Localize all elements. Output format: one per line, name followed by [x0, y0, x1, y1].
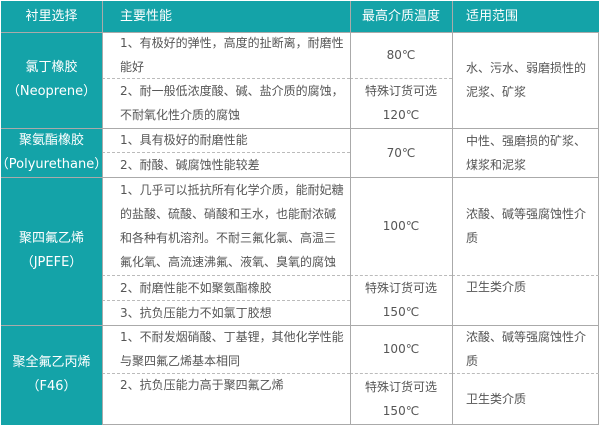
max-temp-cell: 100℃ [350, 177, 452, 275]
dashed-divider [102, 300, 350, 301]
dashed-divider [102, 78, 350, 79]
cell-text: 聚氨酯橡胶 [18, 132, 84, 148]
cell-text: 中性、强磨损的矿浆、 [466, 133, 587, 148]
cell-text: 卫生类介质 [466, 392, 527, 406]
cell-text: 聚全氟乙丙烯 [12, 355, 91, 370]
cell-text: 2、耐一般低浓度酸、碱、盐介质的腐蚀， [120, 84, 344, 98]
cell-text: 特殊订货可选 [364, 281, 437, 295]
cell-text: 1、不耐发烟硝酸、丁基锂，其他化学性能 [120, 330, 344, 344]
cell-text: 泥浆、矿浆 [466, 85, 527, 99]
cell-text: 氟化氧、高流速沸氟、液氧、臭氧的腐蚀 [120, 255, 337, 269]
property-cell: 2、抗负压能力高于聚四氟乙烯 [102, 373, 350, 425]
dashed-divider [350, 373, 452, 374]
dashed-divider [452, 373, 599, 374]
dashed-divider [350, 78, 452, 79]
cell-text: 与聚四氟乙烯基本相同 [120, 354, 241, 368]
cell-text: （Polyurethane） [0, 156, 108, 172]
cell-text: 氯丁橡胶 [25, 60, 78, 75]
max-temp-cell: 100℃ [350, 325, 452, 373]
dashed-divider [102, 152, 350, 153]
cell-text: 150℃ [382, 404, 420, 418]
scope-cell: 水、污水、弱磨损性的 泥浆、矿浆 [452, 32, 599, 128]
header-max-temp: 最高介质温度 [350, 1, 452, 32]
divider [350, 1, 351, 425]
cell-text: 100℃ [382, 342, 420, 356]
cell-text: 1、几乎可以抵抗所有化学介质，能耐妃糖 [120, 183, 344, 197]
divider [1, 177, 599, 178]
divider [1, 325, 599, 326]
header-scope: 适用范围 [452, 1, 599, 32]
divider [1, 32, 599, 33]
cell-text: 浓酸、碱等强腐蚀性介 [466, 330, 587, 344]
cell-text: （JPEFE） [20, 255, 83, 270]
cell-text: 2、耐酸、碱腐蚀性能较差 [120, 157, 260, 172]
scope-cell: 浓酸、碱等强腐蚀性介质 [452, 325, 599, 373]
cell-text: （Neoprene） [6, 84, 97, 99]
lining-name: 聚全氟乙丙烯 （F46） [1, 325, 102, 425]
cell-text: 150℃ [382, 305, 420, 319]
max-temp-cell: 特殊订货可选 120℃ [350, 78, 452, 128]
property-cell: 2、耐磨性能不如聚氨酯橡胶 [102, 275, 350, 300]
property-cell: 1、几乎可以抵抗所有化学介质，能耐妃糖 的盐酸、硫酸、硝酸和王水，也能耐浓碱 和各种… [102, 177, 350, 275]
property-cell: 1、有极好的弹性，高度的扯断离，耐磨性 能好 [102, 32, 350, 78]
max-temp-cell: 70℃ [350, 128, 452, 177]
cell-text: 的盐酸、硫酸、硝酸和王水，也能耐浓碱 [120, 207, 337, 221]
divider [102, 1, 103, 425]
lining-name: 聚氨酯橡胶 （Polyurethane） [0, 128, 107, 177]
cell-text: 质 [466, 354, 479, 368]
cell-text: 2、抗负压能力高于聚四氟乙烯 [120, 378, 284, 392]
property-cell: 3、抗负压能力不如氯丁胶想 [102, 300, 350, 325]
lining-name: 聚四氟乙烯 （JPEFE） [1, 177, 102, 325]
scope-cell: 卫生类介质 [452, 373, 599, 425]
dashed-divider [452, 275, 599, 276]
property-cell: 2、耐酸、碱腐蚀性能较差 [102, 152, 350, 177]
property-cell: 2、耐一般低浓度酸、碱、盐介质的腐蚀， 不耐氧化性介质的腐蚀 [102, 78, 350, 128]
dashed-divider [102, 373, 350, 374]
cell-text: 煤浆和泥浆 [466, 157, 527, 172]
header-properties: 主要性能 [102, 1, 350, 32]
cell-text: 不耐氧化性介质的腐蚀 [120, 108, 241, 122]
dashed-divider [350, 275, 452, 276]
cell-text: 80℃ [386, 48, 416, 62]
divider [452, 1, 453, 425]
cell-text: 聚四氟乙烯 [18, 231, 84, 246]
cell-text: 特殊订货可选 [364, 84, 437, 98]
cell-text: 卫生类介质 [466, 280, 527, 294]
divider [1, 128, 599, 129]
header-lining: 衬里选择 [1, 1, 102, 32]
dashed-divider [102, 275, 350, 276]
scope-cell: 卫生类介质 [452, 275, 599, 325]
cell-text: 水、污水、弱磨损性的 [466, 61, 587, 75]
scope-cell: 浓酸、碱等强腐蚀性介质 [452, 177, 599, 275]
lining-name: 氯丁橡胶 （Neoprene） [1, 32, 102, 128]
cell-text: 能好 [120, 60, 145, 74]
max-temp-cell: 特殊订货可选 150℃ [350, 275, 452, 325]
property-cell: 1、不耐发烟硝酸、丁基锂，其他化学性能 与聚四氟乙烯基本相同 [102, 325, 350, 373]
cell-text: 70℃ [386, 145, 416, 160]
cell-text: 2、耐磨性能不如聚氨酯橡胶 [120, 280, 272, 295]
cell-text: 质 [466, 231, 479, 245]
cell-text: 1、有极好的弹性，高度的扯断离，耐磨性 [120, 36, 344, 50]
cell-text: 3、抗负压能力不如氯丁胶想 [120, 305, 272, 320]
max-temp-cell: 特殊订货可选 150℃ [350, 373, 452, 425]
cell-text: （F46） [26, 379, 77, 394]
scope-cell: 中性、强磨损的矿浆、 煤浆和泥浆 [452, 128, 599, 177]
cell-text: 特殊订货可选 [364, 380, 437, 394]
cell-text: 和各种有机溶剂。不耐三氟化氯、高温三 [120, 231, 337, 245]
property-cell: 1、具有极好的耐磨性能 [102, 128, 350, 152]
cell-text: 120℃ [382, 108, 420, 122]
cell-text: 1、具有极好的耐磨性能 [120, 133, 248, 147]
max-temp-cell: 80℃ [350, 32, 452, 78]
cell-text: 100℃ [382, 219, 420, 233]
cell-text: 浓酸、碱等强腐蚀性介 [466, 207, 587, 221]
